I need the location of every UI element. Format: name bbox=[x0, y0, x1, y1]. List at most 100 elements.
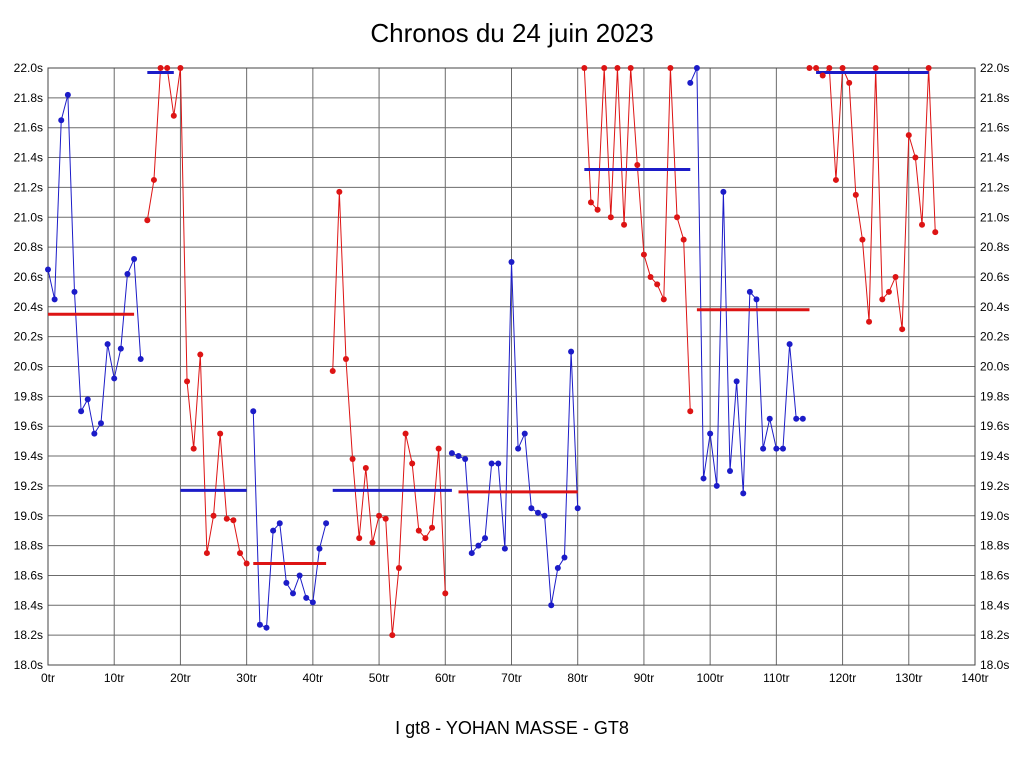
y-tick-label-left: 19.2s bbox=[14, 479, 43, 493]
data-point-driver-blue bbox=[468, 550, 475, 557]
data-point-driver-red bbox=[210, 512, 217, 519]
data-point-driver-red bbox=[336, 188, 343, 195]
y-tick-label-right: 21.4s bbox=[980, 151, 1009, 165]
data-point-driver-blue bbox=[521, 430, 528, 437]
data-point-driver-blue bbox=[124, 270, 131, 277]
data-point-driver-red bbox=[395, 564, 402, 571]
y-tick-label-left: 18.2s bbox=[14, 628, 43, 642]
series-line-driver-blue bbox=[689, 67, 803, 494]
series-line-driver-blue bbox=[252, 411, 327, 629]
y-tick-label-left: 21.4s bbox=[14, 151, 43, 165]
y-tick-label-right: 19.4s bbox=[980, 449, 1009, 463]
data-point-driver-red bbox=[435, 445, 442, 452]
data-point-driver-blue bbox=[303, 594, 310, 601]
data-point-driver-blue bbox=[700, 475, 707, 482]
series-line-driver-red bbox=[583, 67, 691, 412]
chart-subtitle: I gt8 - YOHAN MASSE - GT8 bbox=[395, 718, 629, 738]
data-point-driver-blue bbox=[793, 415, 800, 422]
data-point-driver-blue bbox=[541, 512, 548, 519]
y-tick-label-right: 22.0s bbox=[980, 61, 1009, 75]
data-point-driver-red bbox=[846, 79, 853, 86]
y-tick-label-right: 18.4s bbox=[980, 598, 1009, 612]
data-point-driver-red bbox=[429, 524, 436, 531]
x-tick-label: 30tr bbox=[236, 671, 257, 685]
data-point-driver-red bbox=[687, 408, 694, 415]
y-tick-label-left: 19.0s bbox=[14, 509, 43, 523]
y-tick-label-right: 18.2s bbox=[980, 628, 1009, 642]
data-point-driver-blue bbox=[91, 430, 98, 437]
data-point-driver-red bbox=[594, 206, 601, 213]
data-point-driver-red bbox=[634, 162, 641, 169]
data-point-driver-blue bbox=[256, 621, 263, 628]
data-point-driver-blue bbox=[727, 467, 734, 474]
data-point-driver-red bbox=[197, 351, 204, 358]
data-point-driver-blue bbox=[760, 445, 767, 452]
data-point-driver-red bbox=[342, 356, 349, 363]
data-point-driver-red bbox=[601, 65, 608, 71]
data-point-driver-red bbox=[647, 273, 654, 280]
series-line-driver-blue bbox=[47, 94, 142, 435]
data-point-driver-blue bbox=[574, 505, 581, 512]
data-point-driver-red bbox=[402, 430, 409, 437]
data-point-driver-red bbox=[164, 65, 171, 71]
data-point-driver-blue bbox=[250, 408, 257, 415]
y-tick-label-right: 21.0s bbox=[980, 210, 1009, 224]
data-point-driver-blue bbox=[58, 117, 65, 124]
data-point-driver-blue bbox=[740, 490, 747, 497]
data-point-driver-blue bbox=[131, 256, 138, 263]
y-tick-label-right: 20.8s bbox=[980, 240, 1009, 254]
y-tick-label-right: 20.4s bbox=[980, 300, 1009, 314]
data-point-driver-red bbox=[369, 539, 376, 546]
data-point-driver-blue bbox=[554, 564, 561, 571]
data-point-driver-red bbox=[190, 445, 197, 452]
data-point-driver-red bbox=[892, 273, 899, 280]
y-tick-label-left: 18.4s bbox=[14, 598, 43, 612]
data-point-driver-red bbox=[912, 154, 919, 161]
data-point-driver-red bbox=[866, 318, 873, 325]
data-point-driver-blue bbox=[515, 445, 522, 452]
data-point-driver-blue bbox=[799, 415, 806, 422]
data-point-driver-red bbox=[872, 65, 879, 71]
data-point-driver-red bbox=[654, 281, 661, 288]
data-point-driver-red bbox=[806, 65, 813, 71]
y-tick-label-right: 20.6s bbox=[980, 270, 1009, 284]
data-point-driver-blue bbox=[753, 296, 760, 303]
data-point-driver-blue bbox=[561, 554, 568, 561]
data-point-driver-red bbox=[217, 430, 224, 437]
data-point-driver-blue bbox=[296, 572, 303, 579]
data-point-driver-blue bbox=[97, 420, 104, 427]
y-tick-label-right: 18.6s bbox=[980, 568, 1009, 582]
data-point-driver-blue bbox=[482, 535, 489, 542]
data-point-driver-blue bbox=[45, 266, 51, 273]
data-point-driver-blue bbox=[495, 460, 502, 467]
y-tick-label-left: 19.4s bbox=[14, 449, 43, 463]
data-point-driver-red bbox=[362, 464, 369, 471]
y-tick-label-right: 20.2s bbox=[980, 330, 1009, 344]
data-point-driver-blue bbox=[283, 579, 290, 586]
data-point-driver-red bbox=[885, 288, 892, 295]
data-point-driver-blue bbox=[693, 65, 700, 71]
data-point-driver-red bbox=[932, 229, 939, 236]
data-point-driver-blue bbox=[528, 505, 535, 512]
y-tick-label-left: 20.8s bbox=[14, 240, 43, 254]
data-point-driver-blue bbox=[263, 624, 270, 631]
data-point-driver-red bbox=[905, 132, 912, 139]
x-tick-label: 130tr bbox=[895, 671, 922, 685]
data-point-driver-blue bbox=[289, 590, 296, 597]
data-point-driver-red bbox=[607, 214, 614, 221]
data-point-driver-blue bbox=[534, 509, 541, 516]
data-point-driver-red bbox=[627, 65, 634, 71]
x-tick-label: 90tr bbox=[634, 671, 655, 685]
data-point-driver-red bbox=[223, 515, 230, 522]
data-point-driver-red bbox=[614, 65, 621, 71]
data-point-driver-blue bbox=[276, 520, 283, 527]
data-point-driver-blue bbox=[687, 79, 694, 86]
data-point-driver-red bbox=[919, 221, 926, 228]
y-tick-label-left: 18.6s bbox=[14, 568, 43, 582]
data-point-driver-red bbox=[581, 65, 588, 71]
data-point-driver-red bbox=[409, 460, 416, 467]
data-point-driver-red bbox=[640, 251, 647, 258]
data-point-driver-blue bbox=[455, 453, 462, 460]
data-point-driver-red bbox=[230, 517, 237, 524]
